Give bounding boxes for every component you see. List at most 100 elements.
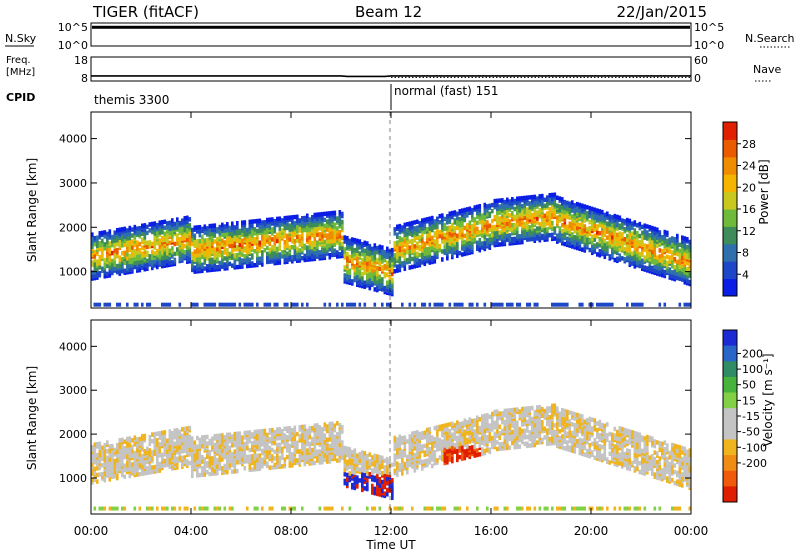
power-cell [643,265,647,270]
power-cell [261,228,264,233]
power-cell [588,205,592,211]
velocity-cell [183,439,187,445]
power-cell [443,232,447,238]
power-cell [351,245,354,250]
velocity-cell [163,436,167,442]
power-cell [458,226,462,232]
power-cell [498,302,502,307]
power-cell [468,302,472,307]
power-cell [608,302,612,307]
power-colorbar-swatch [723,226,737,245]
power-cell [138,253,142,259]
velocity-cell [211,460,214,466]
power-cell [133,234,137,240]
power-cell [211,267,214,273]
velocity-cell [303,444,307,449]
power-cell [666,254,669,260]
power-cell [498,210,502,215]
power-cell [138,259,142,265]
velocity-cell [328,426,332,431]
power-cell [588,237,592,243]
velocity-cell [323,433,327,438]
velocity-cell [243,430,247,436]
power-cell [123,226,127,232]
power-cell [486,208,489,213]
power-cell [413,220,417,225]
velocity-cell [226,437,229,442]
power-cell [196,225,199,230]
power-cell [273,254,277,260]
power-cell [228,302,232,307]
power-cell [213,247,217,252]
velocity-cell [313,460,317,466]
power-cell [213,233,217,238]
power-cell [546,227,549,232]
power-cell [218,244,222,250]
power-cell [501,202,504,207]
velocity-cell [336,421,339,426]
power-cell [526,237,529,242]
power-cell [533,202,537,208]
power-cell [161,219,164,225]
power-cell [116,227,119,233]
velocity-cell [121,446,124,451]
power-cell [391,257,394,263]
power-cell [411,256,414,262]
power-cell [261,244,264,249]
velocity-cell [168,440,172,445]
power-cell [406,222,409,227]
velocity-cell [263,437,267,442]
power-cell [628,224,632,230]
velocity-cell [268,445,272,451]
power-cell [233,259,237,264]
velocity-cell [341,429,344,434]
velocity-cell [221,433,224,438]
velocity-cell [148,441,152,447]
power-cell [136,254,139,259]
power-cell [323,217,327,223]
power-cell [358,251,362,256]
power-cell [498,230,502,235]
power-cell [218,302,222,307]
power-cell [256,252,259,258]
power-cell [368,273,372,279]
power-cell [668,255,672,260]
power-cell [578,202,582,208]
power-cell [688,247,692,253]
velocity-cell [163,430,167,435]
power-cell [371,272,374,278]
velocity-cell [233,431,237,437]
velocity-cell [301,437,304,443]
power-cell [431,255,434,261]
power-cell [588,209,592,215]
power-cell [201,262,204,268]
power-cell [406,257,409,263]
power-cell [288,227,292,232]
power-cell [273,228,277,234]
power-cell [163,225,167,231]
power-cell [468,248,472,253]
power-cell [378,244,382,250]
power-cell [398,245,402,251]
power-cell [561,213,564,218]
velocity-cell [136,443,139,449]
power-cell [451,222,454,228]
power-cell [238,228,242,234]
velocity-cell [303,424,307,429]
power-cell [313,212,317,218]
velocity-cell [258,453,262,458]
velocity-cell [161,452,164,458]
velocity-cell [168,429,172,434]
power-cell [666,248,669,254]
velocity-cell [123,445,127,451]
velocity-cell [98,452,102,458]
power-cell [523,221,527,227]
power-cell [226,231,229,237]
power-cell [663,255,667,261]
power-cell [126,302,129,307]
power-cell [328,247,332,252]
power-cell [651,245,654,251]
power-cell [438,247,442,253]
power-cell [206,264,209,269]
power-cell [688,302,692,307]
